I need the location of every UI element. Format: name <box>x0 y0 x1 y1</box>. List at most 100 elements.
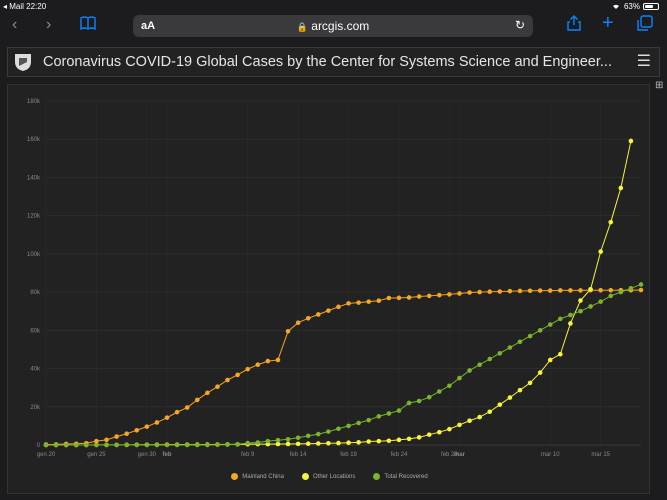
data-point[interactable] <box>295 441 301 447</box>
data-point[interactable] <box>618 185 624 191</box>
data-point[interactable] <box>558 288 563 293</box>
data-point[interactable] <box>598 287 603 293</box>
data-point[interactable] <box>416 398 422 404</box>
data-point[interactable] <box>336 426 341 432</box>
data-point[interactable] <box>154 442 160 448</box>
data-point[interactable] <box>346 301 351 306</box>
data-point[interactable] <box>346 423 351 429</box>
data-point[interactable] <box>215 442 220 448</box>
data-point[interactable] <box>386 438 392 444</box>
data-point[interactable] <box>144 424 150 429</box>
data-point[interactable] <box>457 375 462 381</box>
data-point[interactable] <box>235 441 240 447</box>
data-point[interactable] <box>467 418 472 424</box>
data-point[interactable] <box>386 411 392 416</box>
data-point[interactable] <box>245 440 250 446</box>
data-point[interactable] <box>346 440 351 446</box>
data-point[interactable] <box>406 400 412 406</box>
data-point[interactable] <box>578 288 583 293</box>
data-point[interactable] <box>598 249 603 254</box>
data-point[interactable] <box>275 441 281 447</box>
url-text[interactable]: 🔒 arcgis.com <box>296 19 370 33</box>
data-point[interactable] <box>134 442 140 448</box>
data-point[interactable] <box>527 380 533 386</box>
hamburger-menu-icon[interactable]: ☰ <box>636 53 651 70</box>
data-point[interactable] <box>457 422 462 428</box>
data-point[interactable] <box>104 437 109 443</box>
tabs-icon[interactable] <box>637 15 653 36</box>
data-point[interactable] <box>467 368 472 373</box>
data-point[interactable] <box>487 289 493 295</box>
data-point[interactable] <box>588 304 593 309</box>
data-point[interactable] <box>517 288 523 294</box>
data-point[interactable] <box>396 408 402 413</box>
data-point[interactable] <box>376 298 382 304</box>
data-point[interactable] <box>547 357 553 363</box>
data-point[interactable] <box>558 316 563 322</box>
data-point[interactable] <box>305 441 311 446</box>
data-point[interactable] <box>336 440 341 446</box>
data-point[interactable] <box>164 415 170 420</box>
data-point[interactable] <box>447 426 452 432</box>
data-point[interactable] <box>366 299 372 304</box>
data-point[interactable] <box>194 442 200 448</box>
data-point[interactable] <box>366 439 372 444</box>
data-point[interactable] <box>437 389 442 394</box>
data-point[interactable] <box>527 288 533 294</box>
data-point[interactable] <box>497 402 503 407</box>
data-point[interactable] <box>547 322 553 327</box>
data-point[interactable] <box>114 442 119 448</box>
data-point[interactable] <box>426 394 432 400</box>
data-point[interactable] <box>416 294 422 299</box>
data-point[interactable] <box>628 285 634 291</box>
data-point[interactable] <box>437 292 442 298</box>
data-point[interactable] <box>124 431 129 437</box>
data-point[interactable] <box>426 293 432 299</box>
data-point[interactable] <box>174 442 180 448</box>
data-point[interactable] <box>225 442 230 447</box>
data-point[interactable] <box>608 293 614 299</box>
data-point[interactable] <box>356 300 361 305</box>
forward-icon[interactable]: › <box>46 16 52 33</box>
data-point[interactable] <box>164 442 170 448</box>
data-point[interactable] <box>568 288 573 293</box>
data-point[interactable] <box>638 287 644 293</box>
data-point[interactable] <box>245 366 250 372</box>
data-point[interactable] <box>43 442 49 448</box>
data-point[interactable] <box>174 409 180 415</box>
data-point[interactable] <box>507 395 513 400</box>
data-point[interactable] <box>457 291 462 296</box>
data-point[interactable] <box>73 442 79 448</box>
data-point[interactable] <box>144 442 150 448</box>
legend-item[interactable]: Other Locations <box>301 473 355 480</box>
data-point[interactable] <box>507 288 513 294</box>
share-icon[interactable] <box>567 15 581 36</box>
expand-icon[interactable]: ⊞ <box>655 80 664 91</box>
data-point[interactable] <box>507 345 513 350</box>
data-point[interactable] <box>477 289 482 295</box>
data-point[interactable] <box>326 308 331 313</box>
data-point[interactable] <box>608 287 614 293</box>
data-point[interactable] <box>477 362 482 368</box>
status-back-to-mail[interactable]: ◂ Mail 22:20 <box>3 2 47 11</box>
data-point[interactable] <box>124 442 129 448</box>
data-point[interactable] <box>265 358 271 364</box>
data-point[interactable] <box>447 292 452 297</box>
data-point[interactable] <box>63 442 69 448</box>
data-point[interactable] <box>537 370 543 375</box>
data-point[interactable] <box>376 414 382 419</box>
data-point[interactable] <box>356 420 361 426</box>
data-point[interactable] <box>94 442 99 448</box>
data-point[interactable] <box>416 435 422 440</box>
data-point[interactable] <box>336 304 341 310</box>
data-point[interactable] <box>225 377 230 383</box>
data-point[interactable] <box>406 295 412 300</box>
data-point[interactable] <box>568 321 573 326</box>
data-point[interactable] <box>315 441 321 446</box>
data-point[interactable] <box>315 312 321 317</box>
data-point[interactable] <box>154 420 160 425</box>
data-point[interactable] <box>285 328 291 334</box>
data-point[interactable] <box>517 387 523 393</box>
data-point[interactable] <box>406 436 412 442</box>
data-point[interactable] <box>265 438 271 444</box>
